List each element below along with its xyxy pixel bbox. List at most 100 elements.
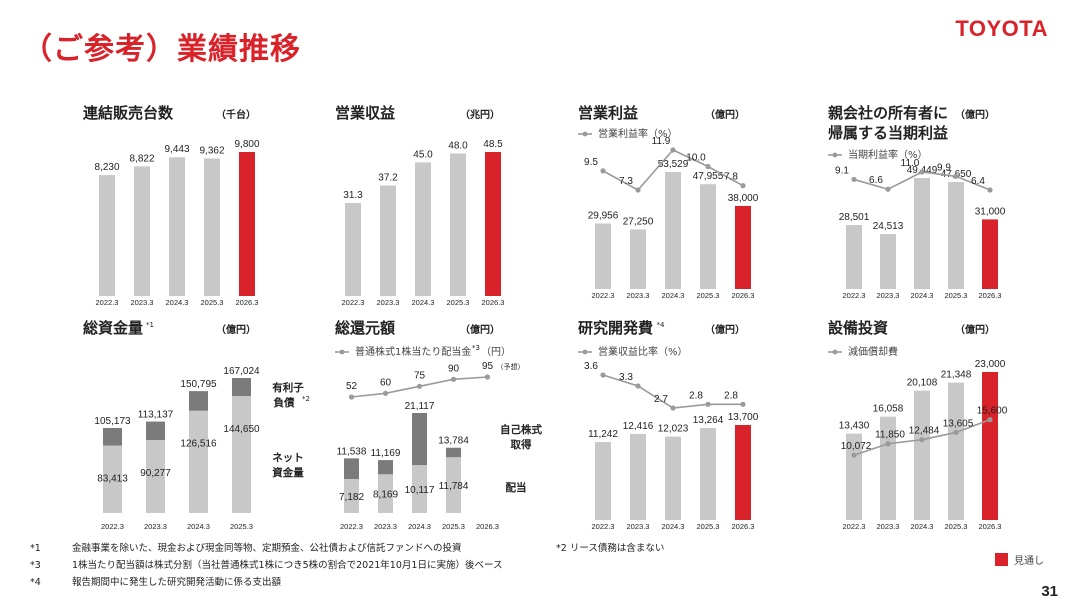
ratio-label: 7.3	[619, 176, 633, 187]
bar-value-label: 12,416	[623, 421, 654, 432]
total-label: 11,169	[371, 448, 401, 459]
segment-label: 83,413	[97, 474, 128, 485]
bar-value-label: 21,348	[941, 370, 972, 381]
chart-title: 営業利益	[578, 104, 638, 122]
bar	[665, 172, 681, 289]
x-tick-label: 2024.3	[408, 522, 431, 531]
ratio-point	[885, 186, 891, 192]
bar	[982, 372, 998, 520]
footnote-4: 報告期間中に発生した研究開発活動に係る支出額	[72, 576, 282, 588]
ratio-point	[600, 372, 606, 378]
unit-label: （億円）	[955, 108, 995, 121]
side-label-sup: *2	[302, 395, 310, 403]
bar-value-label: 45.0	[413, 149, 433, 160]
bar-segment-top	[344, 458, 359, 479]
total-label: 105,173	[94, 416, 131, 427]
bar-value-label: 13,430	[839, 421, 870, 432]
x-tick-label: 2026.3	[979, 291, 1002, 300]
x-tick-label: 2024.3	[412, 298, 435, 307]
depreciation-point	[953, 429, 959, 436]
chart-title: 帰属する当期利益	[828, 124, 948, 142]
ratio-point	[705, 163, 711, 170]
bar	[735, 205, 751, 289]
legend-marker	[832, 349, 838, 355]
legend-marker	[582, 131, 588, 137]
dividend-label: 75	[414, 370, 426, 381]
bar	[239, 152, 255, 296]
bar-value-label: 9,362	[199, 145, 224, 156]
legend-label: 当期利益率（%）	[848, 148, 928, 161]
x-tick-label: 2022.3	[96, 298, 119, 307]
ratio-point	[635, 187, 641, 193]
depreciation-point	[851, 452, 857, 458]
bar-segment-top	[146, 421, 165, 441]
toyota-logo: TOYOTA	[955, 16, 1048, 41]
ratio-label: 6.6	[869, 175, 883, 186]
total-label: 13,784	[438, 436, 469, 447]
total-label: 150,795	[180, 379, 217, 390]
legend-marker	[582, 349, 588, 355]
bar	[595, 223, 611, 289]
side-label-top: 有利子	[272, 381, 304, 394]
segment-label: 144,650	[223, 424, 260, 435]
x-tick-label: 2024.3	[911, 522, 934, 531]
depreciation-label: 11,850	[875, 430, 905, 441]
bar	[735, 425, 751, 520]
bar-segment-top	[446, 447, 461, 458]
title-footnote-mark: *4	[657, 321, 666, 329]
bar	[846, 225, 862, 289]
bar-value-label: 37.2	[378, 173, 398, 184]
dividend-label: 52	[346, 381, 358, 392]
dividend-point	[348, 394, 355, 400]
unit-label: （億円）	[460, 323, 500, 336]
bar	[630, 229, 646, 289]
total-label: 11,538	[337, 446, 367, 457]
bar	[846, 433, 862, 520]
bar-value-label: 27,250	[623, 216, 654, 227]
page-number: 31	[1041, 583, 1058, 600]
dividend-point	[450, 376, 457, 382]
x-tick-label: 2023.3	[877, 522, 900, 531]
dividend-point	[416, 383, 423, 389]
chart-title: 連結販売台数	[83, 104, 174, 122]
footnote-1: 金融事業を除いた、現金および現金同等物、定期預金、公社債および信託ファンドへの投…	[72, 542, 462, 554]
ratio-label: 2.7	[654, 394, 668, 405]
x-tick-label: 2023.3	[131, 298, 154, 307]
ratio-label: 10.0	[686, 153, 706, 164]
ratio-label: 6.4	[971, 176, 985, 187]
depreciation-label: 13,605	[943, 418, 974, 429]
bar-segment-base	[446, 457, 461, 513]
ratio-label: 7.8	[724, 172, 738, 183]
segment-label: 7,182	[339, 492, 364, 503]
bar-segment-top	[103, 427, 122, 446]
bar-value-label: 9,443	[164, 144, 189, 155]
bar-value-label: 29,956	[588, 211, 619, 222]
bar-segment-base	[412, 465, 427, 513]
chart-title: 研究開発費	[578, 319, 653, 337]
x-tick-label: 2024.3	[187, 522, 210, 531]
bar	[948, 382, 964, 520]
bar-segment-base	[344, 478, 359, 513]
x-tick-label: 2023.3	[627, 291, 650, 300]
bar-segment-base	[378, 474, 393, 513]
bar-value-label: 31,000	[975, 206, 1006, 217]
x-tick-label: 2023.3	[627, 522, 650, 531]
x-tick-label: 2022.3	[843, 291, 866, 300]
forecast-note: （予想）	[497, 362, 525, 371]
x-tick-label: 2025.3	[945, 522, 968, 531]
x-tick-label: 2022.3	[592, 522, 615, 531]
x-tick-label: 2025.3	[697, 291, 720, 300]
x-tick-label: 2024.3	[662, 522, 685, 531]
segment-label: 11,784	[439, 481, 469, 492]
ratio-point	[600, 168, 606, 174]
bar	[99, 175, 115, 296]
x-tick-label: 2026.3	[482, 298, 505, 307]
bar	[169, 157, 185, 296]
chart-title: 総還元額	[335, 319, 395, 337]
bar-value-label: 24,513	[873, 221, 904, 232]
ratio-point	[670, 147, 676, 153]
x-tick-label: 2022.3	[340, 522, 363, 531]
page-title: （ご参考）業績推移	[22, 32, 301, 67]
dividend-point	[484, 374, 491, 380]
